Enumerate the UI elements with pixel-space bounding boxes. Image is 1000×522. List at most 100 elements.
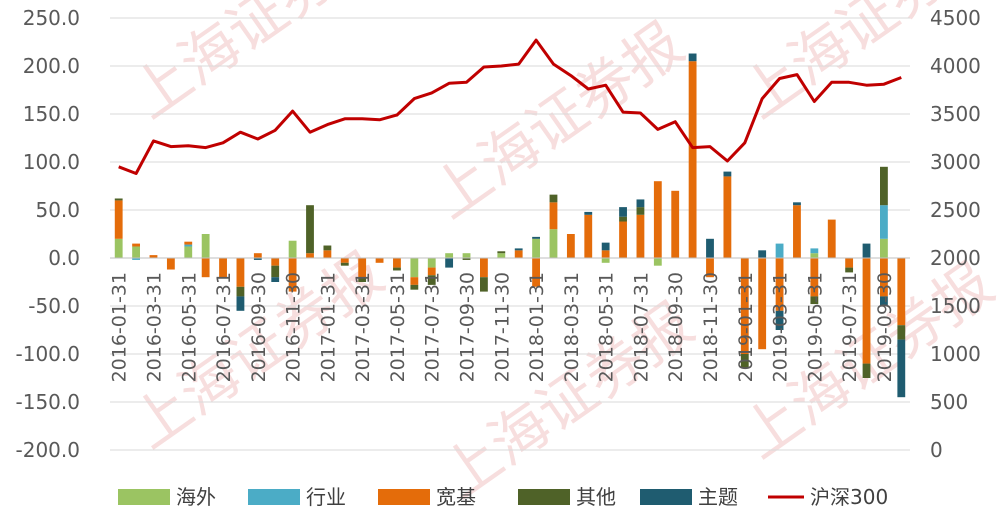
right-tick-label: 4000 bbox=[930, 54, 981, 78]
right-tick-label: 2000 bbox=[930, 246, 981, 270]
bar-segment-宽基 bbox=[845, 258, 854, 268]
x-tick-label: 2017-01-31 bbox=[317, 272, 339, 382]
bar-segment-其他 bbox=[427, 275, 436, 285]
legend-swatch bbox=[518, 489, 570, 505]
bar-segment-主题 bbox=[723, 171, 732, 177]
bar-segment-宽基 bbox=[601, 250, 610, 258]
bar-segment-海外 bbox=[114, 238, 123, 258]
legend-label: 宽基 bbox=[436, 485, 476, 509]
bar-segment-其他 bbox=[462, 258, 471, 260]
bar-segment-行业 bbox=[810, 248, 819, 254]
left-tick-label: 50.0 bbox=[35, 198, 80, 222]
bar-segment-宽基 bbox=[253, 253, 262, 258]
x-axis: 2016-01-31 2016-03-31 2016-05-31 2016-07-31… bbox=[109, 272, 896, 382]
bar-segment-主题 bbox=[584, 211, 593, 215]
bar-segment-其他 bbox=[862, 363, 871, 378]
bar-segment-行业 bbox=[132, 258, 140, 260]
bar-segment-宽基 bbox=[288, 258, 297, 292]
right-tick-label: 2500 bbox=[930, 198, 981, 222]
bar-segment-主题 bbox=[601, 242, 610, 251]
left-tick-label: 250.0 bbox=[23, 6, 80, 30]
x-tick-label: 2017-09-30 bbox=[457, 272, 479, 382]
bar-segment-其他 bbox=[880, 166, 888, 206]
bar-segment-宽基 bbox=[114, 200, 123, 239]
bar-segment-其他 bbox=[306, 205, 314, 254]
x-tick-label: 2018-05-31 bbox=[596, 272, 618, 382]
x-tick-label: 2017-03-31 bbox=[352, 272, 374, 382]
bar-segment-主题 bbox=[758, 250, 767, 258]
x-tick-label: 2018-03-31 bbox=[561, 272, 583, 382]
bar-segment-海外 bbox=[184, 246, 193, 258]
bar-segment-主题 bbox=[688, 53, 697, 62]
bar-segment-宽基 bbox=[549, 202, 558, 230]
bar-segment-其他 bbox=[393, 267, 401, 271]
bar-segment-主题 bbox=[514, 248, 523, 251]
bar-segment-宽基 bbox=[271, 258, 280, 266]
bar-segment-宽基 bbox=[862, 258, 871, 364]
bar-segment-其他 bbox=[114, 198, 123, 201]
bar-segment-其他 bbox=[340, 262, 349, 266]
left-tick-label: -100.0 bbox=[16, 342, 80, 366]
bar-segment-海外 bbox=[532, 238, 540, 258]
x-tick-label: 2016-01-31 bbox=[109, 272, 131, 382]
left-tick-label: -200.0 bbox=[16, 438, 80, 462]
right-tick-label: 3000 bbox=[930, 150, 981, 174]
bar-segment-宽基 bbox=[375, 258, 384, 263]
bar-segment-其他 bbox=[636, 207, 645, 215]
legend-swatch bbox=[640, 489, 692, 505]
left-tick-label: 100.0 bbox=[23, 150, 80, 174]
x-tick-label: 2019-07-31 bbox=[839, 272, 861, 382]
bar-segment-宽基 bbox=[723, 176, 732, 258]
bar-segment-其他 bbox=[619, 216, 627, 222]
x-tick-label: 2016-05-31 bbox=[178, 272, 200, 382]
bar-segment-宽基 bbox=[758, 258, 767, 350]
left-tick-label: 0.0 bbox=[48, 246, 80, 270]
bar-segment-主题 bbox=[619, 207, 627, 217]
bar-segment-宽基 bbox=[410, 277, 419, 285]
bar-segment-宽基 bbox=[775, 258, 784, 311]
bar-segment-宽基 bbox=[184, 241, 193, 245]
bar-segment-宽基 bbox=[653, 181, 662, 258]
bar-segment-主题 bbox=[706, 238, 714, 258]
x-tick-label: 2016-09-30 bbox=[248, 272, 270, 382]
x-tick-label: 2019-03-31 bbox=[770, 272, 792, 382]
left-tick-label: 200.0 bbox=[23, 54, 80, 78]
right-tick-label: 0 bbox=[930, 438, 943, 462]
right-axis: 4500 4000 3500 3000 2500 2000 1500 1000 500 0 bbox=[930, 6, 981, 462]
bar-segment-宽基 bbox=[740, 258, 749, 354]
x-tick-label: 2019-01-31 bbox=[735, 272, 757, 382]
legend-label: 主题 bbox=[698, 485, 738, 509]
legend-swatch bbox=[378, 489, 430, 505]
bar-segment-宽基 bbox=[636, 214, 645, 258]
bar-segment-其他 bbox=[480, 277, 488, 292]
bar-segment-宽基 bbox=[480, 258, 488, 278]
legend-swatch bbox=[118, 489, 170, 505]
left-tick-label: -50.0 bbox=[28, 294, 80, 318]
bar-segment-其他 bbox=[549, 194, 558, 203]
bar-segment-其他 bbox=[323, 245, 332, 251]
legend-label: 行业 bbox=[306, 485, 346, 509]
bar-segment-主题 bbox=[793, 202, 801, 206]
x-tick-label: 2017-07-31 bbox=[422, 272, 444, 382]
bar-segment-宽基 bbox=[427, 267, 436, 276]
right-tick-label: 1500 bbox=[930, 294, 981, 318]
x-tick-label: 2016-07-31 bbox=[213, 272, 235, 382]
bar-segment-行业 bbox=[880, 205, 888, 239]
bar-segment-主题 bbox=[445, 258, 454, 268]
bar-segment-海外 bbox=[601, 258, 610, 263]
bar-segment-海外 bbox=[497, 253, 506, 258]
x-tick-label: 2016-11-30 bbox=[283, 272, 305, 382]
bar-segment-其他 bbox=[497, 251, 506, 254]
bar-segment-宽基 bbox=[827, 219, 836, 258]
bar-segment-主题 bbox=[880, 296, 888, 306]
bar-segment-其他 bbox=[897, 325, 906, 340]
left-tick-label: 150.0 bbox=[23, 102, 80, 126]
x-tick-label: 2018-11-30 bbox=[700, 272, 722, 382]
left-tick-label: -150.0 bbox=[16, 390, 80, 414]
bar-segment-海外 bbox=[880, 238, 888, 258]
line-series bbox=[118, 38, 902, 175]
right-tick-label: 3500 bbox=[930, 102, 981, 126]
x-tick-label: 2017-05-31 bbox=[387, 272, 409, 382]
bar-segment-海外 bbox=[462, 253, 471, 258]
